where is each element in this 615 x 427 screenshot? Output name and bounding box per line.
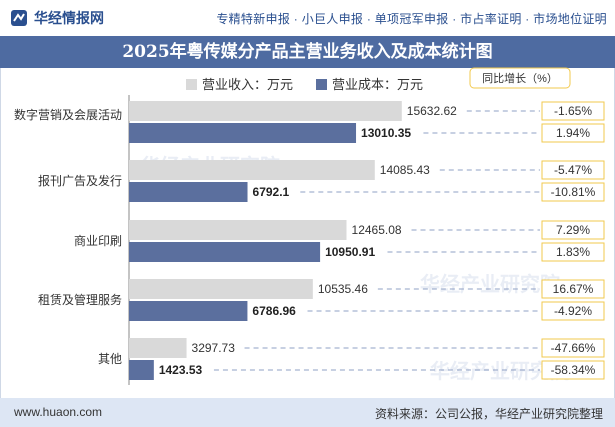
cost-growth-label: 1.94% xyxy=(556,126,590,140)
cost-value-label: 6792.1 xyxy=(253,185,290,199)
cost-bar xyxy=(129,182,248,202)
revenue-growth-box xyxy=(541,101,605,121)
chart-title: 2025年粤传媒分产品主营业务收入及成本统计图 xyxy=(122,42,493,62)
cost-growth-label: -4.92% xyxy=(554,304,592,318)
revenue-growth-label: -47.66% xyxy=(551,341,596,355)
cost-growth-label: -58.34% xyxy=(551,363,596,377)
footer-url[interactable]: www.huaon.com xyxy=(14,405,103,419)
cost-value-label: 6786.96 xyxy=(252,304,296,318)
cost-bar xyxy=(129,123,357,143)
category-label: 其他 xyxy=(98,352,122,366)
logo[interactable]: 华经情报网 xyxy=(10,8,104,28)
growth-header-box xyxy=(469,67,571,89)
revenue-growth-label: -5.47% xyxy=(554,163,592,177)
footer-source: 资料来源：公司公报，华经产业研究院整理 xyxy=(374,407,603,421)
cost-growth-label: -10.81% xyxy=(551,185,596,199)
header-nav[interactable]: 专精特新申报 · 小巨人申报 · 单项冠军申报 · 市占率证明 · 市场地位证明 xyxy=(216,12,607,26)
cost-value-label: 1423.53 xyxy=(159,363,203,377)
footer-bar xyxy=(0,398,615,427)
cost-bar xyxy=(129,301,248,321)
revenue-growth-label: 16.67% xyxy=(553,282,594,296)
revenue-growth-box xyxy=(541,160,605,180)
category-label: 报刊广告及发行 xyxy=(38,173,122,188)
legend-cost-label: 营业成本：万元 xyxy=(332,77,423,92)
category-label: 数字营销及会展活动 xyxy=(14,107,122,122)
revenue-bar xyxy=(129,101,402,121)
category-label: 商业印刷 xyxy=(74,233,122,248)
revenue-value-label: 3297.73 xyxy=(192,341,236,355)
revenue-growth-label: -1.65% xyxy=(554,104,592,118)
cost-growth-label: 1.83% xyxy=(556,245,590,259)
revenue-value-label: 10535.46 xyxy=(318,282,368,296)
cost-value-label: 10950.91 xyxy=(325,245,375,259)
revenue-value-label: 15632.62 xyxy=(407,104,457,118)
growth-header-label: 同比增长（%） xyxy=(482,71,558,85)
logo-icon xyxy=(11,10,27,26)
cost-growth-box xyxy=(541,301,605,321)
revenue-growth-label: 7.29% xyxy=(556,223,590,237)
cost-bar xyxy=(129,242,321,262)
cost-bar xyxy=(129,360,154,380)
cost-growth-box xyxy=(541,123,605,143)
revenue-growth-box xyxy=(541,338,605,358)
cost-growth-box xyxy=(541,182,605,202)
revenue-growth-box xyxy=(541,220,605,240)
category-label: 租赁及管理服务 xyxy=(38,292,122,307)
chart-svg: 营业收入：万元 营业成本：万元 同比增长（%） 数字营销及会展活动 15632.62 13… xyxy=(14,67,605,385)
header-bar: 华经情报网 专精特新申报 · 小巨人申报 · 单项冠军申报 · 市占率证明 · … xyxy=(0,0,615,36)
legend-cost-swatch xyxy=(316,79,327,90)
cost-growth-box xyxy=(541,360,605,380)
logo-text: 华经情报网 xyxy=(34,10,104,26)
cost-value-label: 13010.35 xyxy=(361,126,411,140)
revenue-bar xyxy=(129,220,347,240)
cost-growth-box xyxy=(541,242,605,262)
legend-revenue-swatch xyxy=(186,79,197,90)
revenue-bar xyxy=(129,279,313,299)
revenue-bar xyxy=(129,160,375,180)
revenue-growth-box xyxy=(541,279,605,299)
revenue-bar xyxy=(129,338,187,358)
revenue-value-label: 12465.08 xyxy=(352,223,402,237)
legend-revenue-label: 营业收入：万元 xyxy=(202,77,293,92)
title-bar xyxy=(0,36,615,68)
revenue-value-label: 14085.43 xyxy=(380,163,430,177)
